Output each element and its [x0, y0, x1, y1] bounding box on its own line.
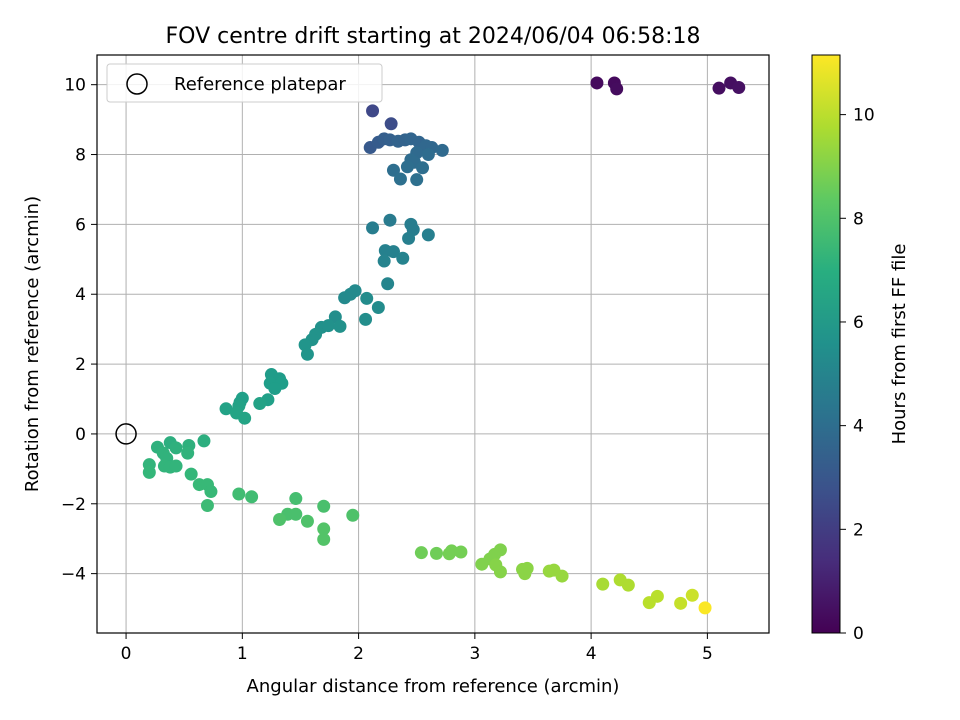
data-point: [493, 543, 507, 557]
data-point: [610, 82, 624, 96]
data-point: [454, 545, 468, 559]
legend-entry-label: Reference platepar: [174, 74, 346, 95]
y-tick-label: −2: [61, 495, 86, 515]
data-point: [204, 485, 218, 499]
data-point: [338, 291, 352, 305]
data-point: [360, 291, 374, 305]
y-tick-label: 10: [64, 76, 86, 96]
data-point: [400, 160, 414, 174]
data-point: [377, 254, 391, 268]
y-axis-label: Rotation from reference (arcmin): [22, 196, 43, 492]
data-point: [386, 245, 400, 259]
data-point: [384, 117, 398, 131]
data-point: [642, 596, 656, 610]
y-tick-label: 0: [75, 425, 86, 445]
data-point: [333, 319, 347, 333]
data-point: [698, 601, 712, 615]
data-point: [268, 382, 282, 396]
data-point: [359, 312, 373, 326]
data-point: [300, 514, 314, 528]
x-tick-label: 0: [121, 644, 132, 664]
data-point: [317, 522, 331, 536]
data-point: [238, 411, 252, 425]
data-point: [416, 161, 430, 175]
y-tick-label: 2: [75, 355, 86, 375]
data-point: [386, 163, 400, 177]
colorbar-tick-label: 10: [853, 106, 875, 126]
colorbar-tick-label: 2: [853, 520, 864, 540]
data-point: [321, 319, 335, 333]
data-point: [421, 228, 435, 242]
data-point: [232, 487, 246, 501]
data-point: [555, 569, 569, 583]
data-point: [383, 213, 397, 227]
data-point: [245, 490, 259, 504]
colorbar-label: Hours from first FF file: [889, 244, 910, 445]
data-point: [429, 546, 443, 560]
data-point: [520, 561, 534, 575]
colorbar-tick-label: 8: [853, 209, 864, 229]
data-point: [393, 172, 407, 186]
data-point: [317, 499, 331, 513]
data-point: [200, 499, 214, 513]
colorbar-ticks: 0 2 4 6 8 10: [840, 106, 875, 644]
data-point: [621, 578, 635, 592]
data-point: [685, 588, 699, 602]
data-point: [317, 532, 331, 546]
x-tick-label: 3: [469, 644, 480, 664]
y-axis-ticks: −4 −2 0 2 4 6 8 10: [61, 76, 97, 585]
data-point: [273, 512, 287, 526]
colorbar-tick-label: 0: [853, 624, 864, 644]
plot-frame: [96, 54, 770, 634]
data-point: [381, 277, 395, 291]
data-point: [493, 565, 507, 579]
colorbar-tick-label: 4: [853, 417, 864, 437]
data-point: [414, 546, 428, 560]
legend-box: [106, 63, 383, 103]
legend: Reference platepar: [106, 63, 383, 103]
data-point: [596, 577, 610, 591]
data-point: [421, 148, 435, 162]
data-point: [184, 467, 198, 481]
data-point: [300, 347, 314, 361]
x-axis-label: Angular distance from reference (arcmin): [247, 676, 620, 697]
data-point: [289, 507, 303, 521]
colorbar-tick-label: 6: [853, 313, 864, 333]
y-tick-label: 4: [75, 285, 86, 305]
data-point: [366, 104, 380, 118]
data-point: [402, 231, 416, 245]
x-tick-label: 4: [586, 644, 597, 664]
chart-title: FOV centre drift starting at 2024/06/04 …: [166, 24, 701, 49]
y-tick-label: −4: [61, 565, 86, 585]
legend-marker: [126, 73, 148, 95]
data-point: [590, 76, 604, 90]
data-point: [371, 301, 385, 315]
data-point: [169, 441, 183, 455]
data-point: [674, 596, 688, 610]
data-point: [435, 143, 449, 157]
x-axis-ticks: 0 1 2 3 4 5: [121, 633, 713, 664]
x-tick-label: 5: [702, 644, 713, 664]
data-point: [410, 173, 424, 187]
data-point: [142, 465, 156, 479]
data-point: [289, 492, 303, 506]
y-tick-label: 8: [75, 146, 86, 166]
data-point: [732, 80, 746, 94]
data-point: [197, 434, 211, 448]
data-point: [396, 251, 410, 265]
data-point: [169, 459, 183, 473]
data-points: [142, 76, 746, 615]
x-tick-label: 1: [237, 644, 248, 664]
data-point: [346, 508, 360, 522]
data-point: [366, 221, 380, 235]
data-point: [219, 402, 233, 416]
data-point: [181, 446, 195, 460]
y-tick-label: 6: [75, 215, 86, 235]
x-tick-label: 2: [353, 644, 364, 664]
data-point: [712, 81, 726, 95]
colorbar: [811, 54, 841, 634]
reference-marker: [115, 423, 137, 445]
data-point: [253, 397, 267, 411]
